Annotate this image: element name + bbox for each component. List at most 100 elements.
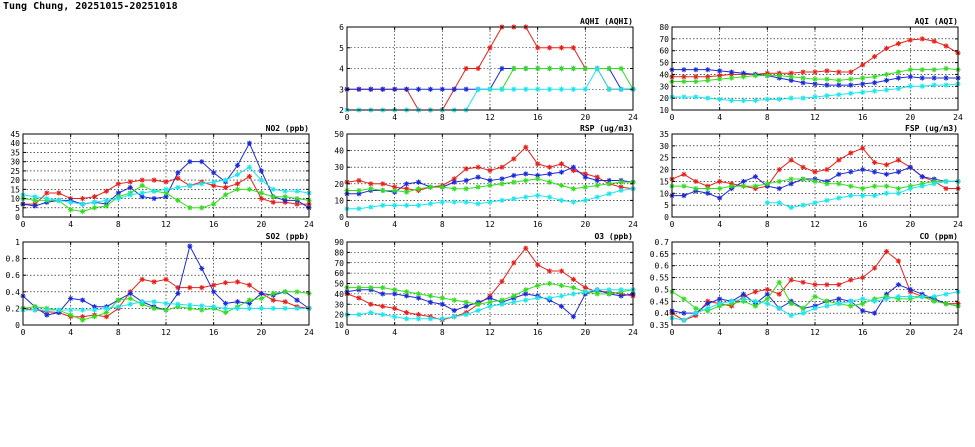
data-point-red (175, 285, 181, 291)
data-point-cyan (582, 197, 588, 203)
data-point-blue (836, 171, 842, 177)
data-point-blue (895, 282, 902, 288)
x-tick-label: 0 (670, 113, 675, 122)
data-point-red (788, 157, 794, 163)
data-point-cyan (139, 190, 145, 196)
data-point-green (32, 304, 38, 310)
data-point-cyan (594, 65, 600, 72)
x-tick-label: 12 (161, 328, 171, 337)
data-point-blue (68, 295, 74, 302)
y-tick-label: 15 (10, 185, 20, 194)
data-point-green (127, 295, 133, 302)
data-point-blue (439, 86, 445, 92)
y-tick-label: 20 (334, 180, 344, 189)
data-point-green (187, 305, 193, 311)
data-point-red (368, 181, 374, 187)
data-point-red (907, 37, 913, 43)
data-point-blue (368, 86, 374, 92)
y-tick-label: 35 (10, 148, 20, 157)
data-point-blue (499, 65, 505, 72)
data-point-cyan (895, 86, 902, 92)
data-point-cyan (764, 96, 770, 102)
data-point-blue (511, 172, 517, 179)
data-point-green (199, 307, 205, 313)
data-point-cyan (558, 86, 565, 92)
chart-title: FSP (ug/m3) (905, 124, 958, 133)
data-point-cyan (535, 192, 541, 199)
x-tick-label: 4 (68, 328, 73, 337)
data-point-green (199, 205, 205, 211)
data-point-red (187, 285, 193, 291)
data-point-blue (211, 170, 217, 176)
data-point-cyan (558, 197, 565, 203)
data-point-red (594, 174, 600, 180)
data-point-cyan (475, 86, 481, 92)
data-point-red (222, 280, 229, 286)
data-point-cyan (294, 305, 300, 311)
data-point-cyan (258, 177, 264, 183)
data-point-green (558, 282, 565, 289)
y-tick-label: 80 (334, 248, 344, 257)
x-tick-label: 8 (440, 113, 445, 122)
data-point-green (824, 181, 830, 187)
data-point-red (582, 171, 588, 177)
y-tick-label: 0.35 (650, 321, 669, 330)
data-point-red (356, 295, 362, 301)
data-point-blue (740, 178, 747, 185)
data-point-blue (499, 176, 505, 182)
data-point-green (234, 186, 241, 192)
data-point-cyan (618, 187, 624, 194)
data-point-green (294, 289, 300, 295)
y-tick-label: 40 (334, 290, 344, 299)
y-tick-label: 5 (664, 201, 669, 210)
chart-title: RSP (ug/m3) (580, 124, 633, 133)
data-point-red (800, 279, 806, 285)
y-tick-label: 25 (659, 154, 669, 163)
data-point-blue (824, 82, 830, 88)
data-point-cyan (836, 301, 842, 307)
data-point-green (895, 69, 902, 75)
data-point-blue (211, 289, 217, 295)
data-point-green (499, 297, 505, 303)
data-point-red (175, 175, 181, 181)
data-point-cyan (570, 199, 577, 205)
y-tick-label: 80 (659, 23, 669, 32)
data-point-cyan (693, 310, 699, 316)
y-tick-label: 50 (334, 280, 344, 289)
data-point-cyan (618, 86, 624, 92)
data-point-cyan (234, 305, 241, 311)
data-point-cyan (943, 178, 949, 185)
data-point-red (499, 278, 505, 285)
data-point-green (931, 298, 937, 304)
data-point-cyan (282, 188, 288, 194)
data-point-red (681, 171, 687, 177)
data-point-red (380, 303, 386, 309)
y-tick-label: 10 (659, 106, 669, 115)
data-point-red (403, 309, 410, 316)
data-point-cyan (883, 296, 890, 302)
data-point-red (234, 279, 241, 285)
data-point-red (848, 69, 854, 75)
y-tick-label: 35 (659, 130, 669, 139)
data-point-green (606, 181, 612, 187)
y-tick-label: 0 (15, 321, 20, 330)
data-point-green (523, 177, 529, 184)
series-line-blue (347, 68, 633, 90)
data-point-green (860, 301, 866, 307)
data-point-cyan (788, 204, 794, 211)
data-point-blue (439, 301, 445, 307)
data-point-blue (475, 174, 481, 180)
data-point-cyan (535, 295, 541, 301)
data-point-green (558, 182, 565, 189)
data-point-red (812, 282, 818, 288)
y-tick-label: 25 (10, 167, 20, 176)
data-point-green (582, 65, 588, 72)
data-point-red (487, 45, 493, 51)
data-point-red (415, 312, 422, 318)
x-tick-label: 0 (345, 328, 350, 337)
data-point-blue (836, 82, 842, 88)
data-point-blue (752, 174, 759, 180)
data-point-cyan (546, 86, 553, 92)
data-point-green (511, 65, 517, 72)
data-point-red (800, 164, 806, 170)
